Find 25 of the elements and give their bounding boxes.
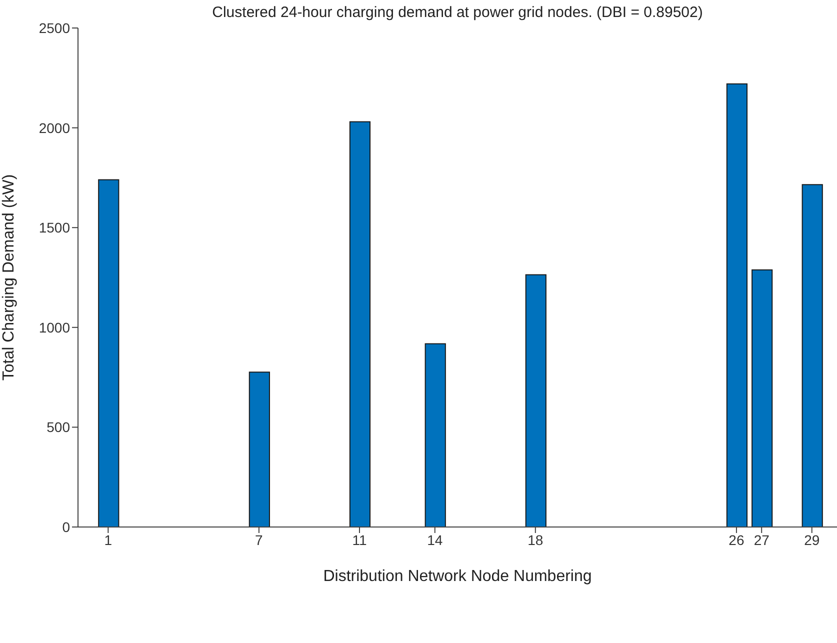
y-tick-label: 2000 (38, 120, 70, 136)
x-axis-title: Distribution Network Node Numbering (323, 568, 592, 585)
bar (424, 343, 446, 527)
x-tick-label: 27 (754, 532, 770, 548)
x-tick-label: 11 (352, 532, 367, 548)
x-tick-label: 18 (528, 532, 544, 548)
y-axis-title: Total Charging Demand (kW) (0, 174, 18, 381)
y-tick-label: 1500 (38, 220, 70, 236)
chart-title: Clustered 24-hour charging demand at power grid nodes. (DBI = 0.89502) (211, 4, 704, 21)
y-tick-label: 2500 (38, 20, 70, 36)
y-tick-label: 1000 (38, 319, 70, 336)
x-tick-label: 26 (728, 532, 744, 548)
bar (349, 121, 371, 527)
x-tick-label: 29 (804, 532, 820, 548)
bar (726, 83, 748, 527)
x-tick-label: 1 (104, 532, 112, 548)
bar (525, 274, 546, 527)
bar (802, 184, 823, 527)
y-tick-label: 500 (46, 419, 70, 436)
x-tick-label: 7 (255, 532, 264, 548)
y-tick-label: 0 (62, 518, 70, 535)
bar (98, 179, 120, 527)
bar (248, 372, 270, 527)
x-tick-label: 14 (427, 532, 443, 548)
bar (752, 269, 773, 527)
